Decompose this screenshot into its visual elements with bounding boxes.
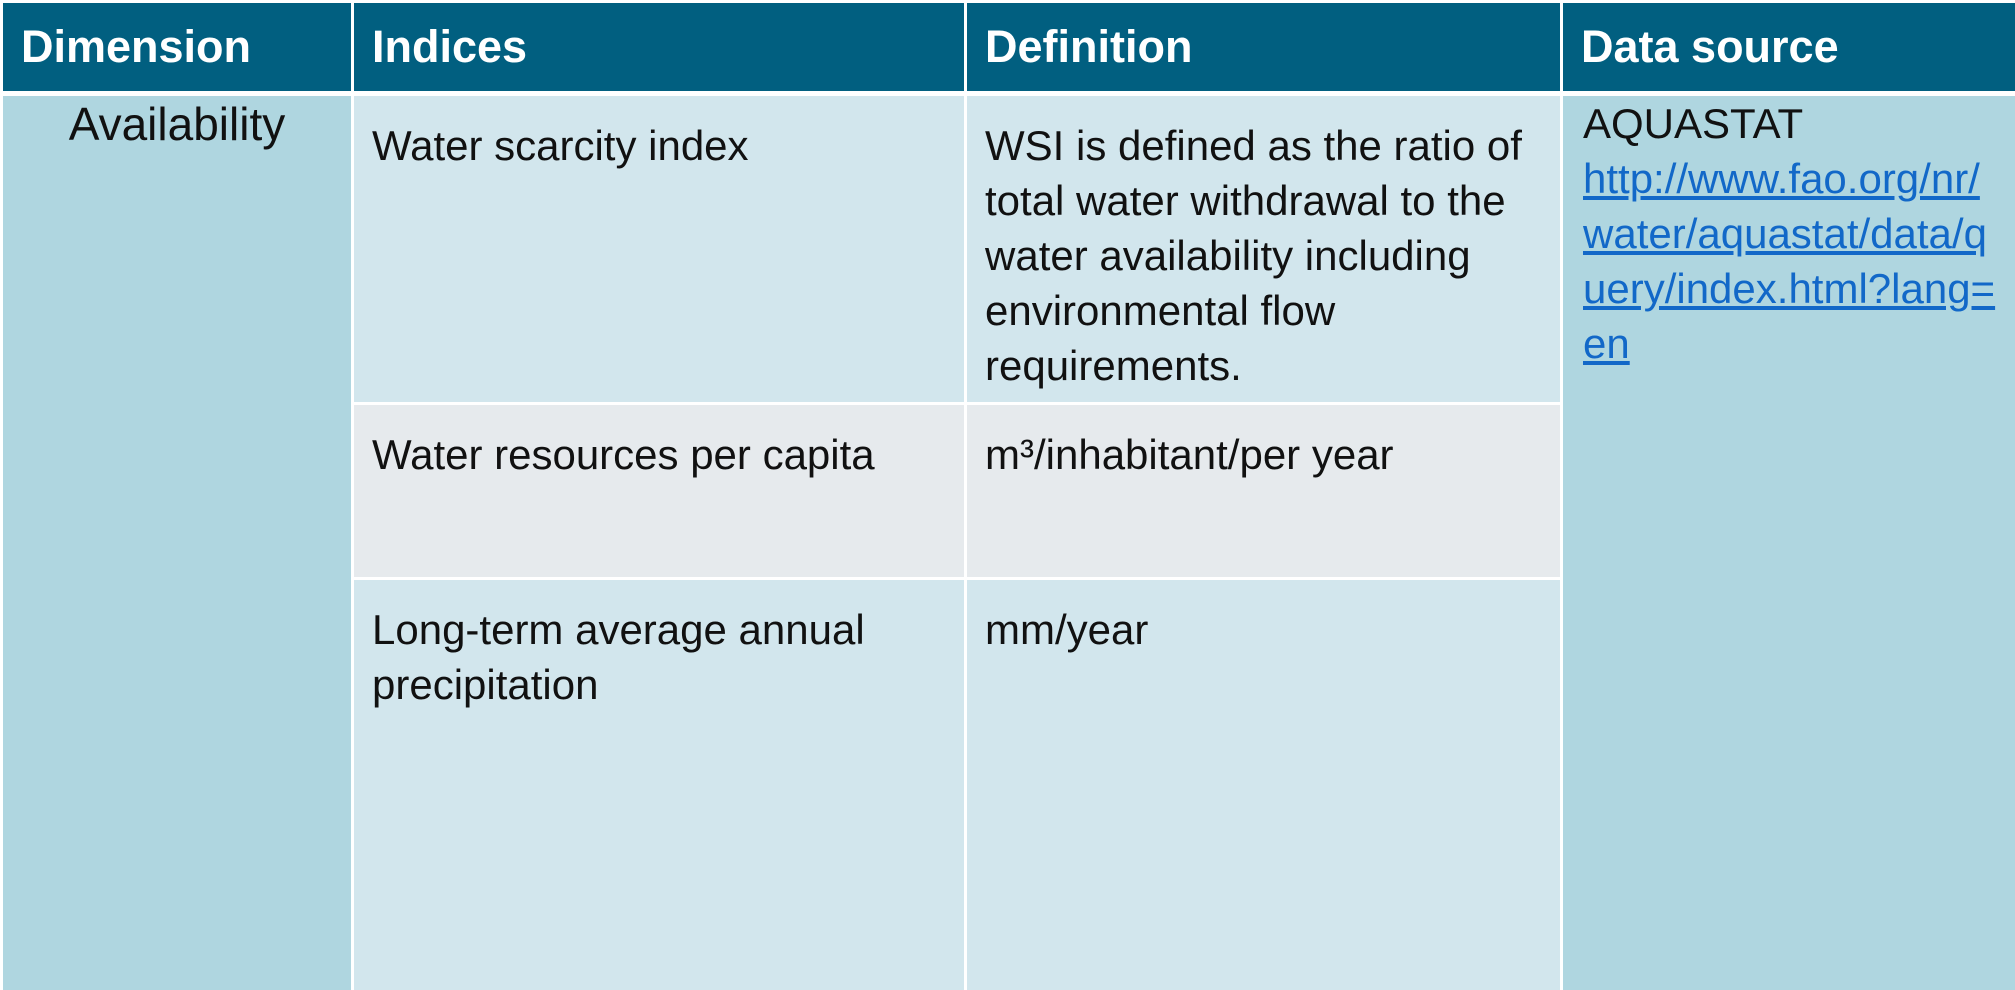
definition-cell: mm/year (964, 577, 1563, 990)
header-dimension: Dimension (0, 0, 354, 96)
header-row: Dimension Indices Definition Data source (0, 0, 2015, 96)
index-cell: Water scarcity index (351, 92, 967, 405)
source-name: AQUASTAT (1583, 100, 1804, 147)
index-cell: Water resources per capita (351, 402, 967, 580)
header-definition: Definition (964, 0, 1563, 96)
header-data-source: Data source (1560, 0, 2015, 96)
table-row: Long-term average annual precipitation m… (2, 577, 2015, 990)
definition-cell: m³/inhabitant/per year (964, 402, 1563, 580)
dimension-cell: Availability (0, 92, 354, 990)
source-link[interactable]: http://www.fao.org/nr/water/aquastat/dat… (1583, 155, 1996, 367)
table-row: Availability Water scarcity index WSI is… (0, 92, 2015, 990)
definition-cell: WSI is defined as the ratio of total wat… (964, 92, 1563, 405)
header-indices: Indices (351, 0, 967, 96)
index-cell: Long-term average annual precipitation (351, 577, 967, 990)
table-row: Water resources per capita m³/inhabitant… (2, 402, 2015, 580)
data-source-cell: AQUASTAT http://www.fao.org/nr/water/aqu… (1560, 92, 2015, 990)
